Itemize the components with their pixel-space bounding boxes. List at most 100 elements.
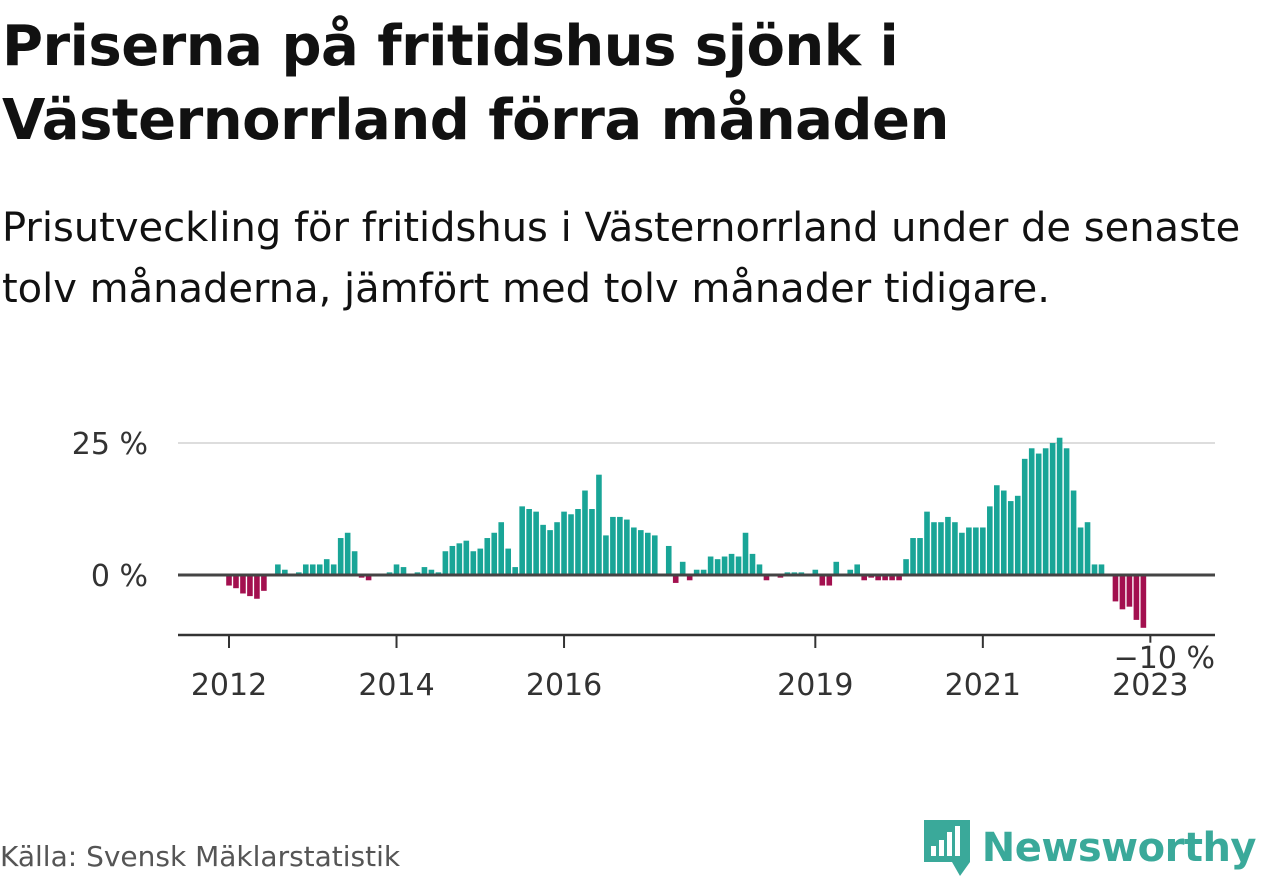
bar (568, 514, 574, 575)
bar (693, 569, 700, 575)
bar (1133, 575, 1140, 620)
bar (261, 575, 267, 591)
bar (519, 506, 525, 575)
bar (505, 548, 511, 575)
bar (575, 509, 581, 575)
bar (875, 575, 881, 581)
bar (861, 575, 867, 581)
bar (645, 532, 651, 575)
bar (987, 506, 993, 575)
bar (282, 569, 288, 575)
bar (638, 530, 644, 575)
bar (1084, 522, 1091, 575)
bar (512, 567, 518, 575)
bar (463, 540, 470, 575)
bar (980, 527, 986, 575)
bar (1098, 564, 1105, 575)
bar (456, 543, 463, 575)
bar (1077, 527, 1084, 575)
bar (917, 538, 923, 575)
bar (819, 575, 826, 586)
bar (707, 556, 714, 575)
bar (945, 516, 951, 575)
bar (651, 535, 658, 575)
last-value-label: −10 % (1114, 641, 1215, 676)
bar (665, 545, 672, 575)
bar (547, 530, 553, 575)
bar (938, 522, 944, 575)
bar (686, 575, 693, 581)
x-tick-label: 2019 (777, 668, 853, 703)
bar (889, 575, 895, 581)
bar (728, 553, 735, 575)
bar (1035, 453, 1042, 575)
bar (498, 522, 505, 575)
x-tick-label: 2023 (1112, 668, 1188, 703)
newsworthy-logo[interactable]: Newsworthy (922, 818, 1257, 878)
bar (624, 519, 630, 575)
bar (1140, 575, 1147, 628)
bar (393, 564, 400, 575)
bar (994, 485, 1000, 575)
logo-text: Newsworthy (981, 825, 1257, 871)
axis-layer (178, 573, 1215, 648)
bar (826, 575, 833, 586)
bar (749, 553, 756, 575)
x-tick-label: 2021 (945, 668, 1021, 703)
bar (896, 575, 902, 581)
x-tick-label: 2016 (526, 668, 602, 703)
bar (302, 564, 309, 575)
bar (1112, 575, 1119, 602)
bar (554, 522, 560, 575)
bar (1063, 448, 1070, 575)
bar (449, 545, 456, 575)
bar (596, 474, 602, 575)
bar (275, 564, 281, 575)
bar (309, 564, 316, 575)
y-tick-label: 0 % (91, 559, 148, 594)
bar (959, 532, 965, 575)
bar (812, 569, 819, 575)
chart-title: Priserna på fritidshus sjönk i Västernor… (2, 14, 949, 153)
bar (700, 569, 707, 575)
bar (903, 559, 909, 575)
bar (910, 538, 916, 575)
bar (330, 564, 337, 575)
bar (484, 538, 491, 575)
bar (344, 532, 351, 575)
bar (631, 527, 637, 575)
bar (735, 556, 742, 575)
bar (973, 527, 979, 575)
bar (1056, 437, 1063, 575)
bar (526, 509, 532, 575)
bar (1091, 564, 1098, 575)
bar (966, 527, 972, 575)
bar (721, 556, 728, 575)
chart-subtitle: Prisutveckling för fritidshus i Västerno… (2, 205, 1241, 312)
bar (316, 564, 323, 575)
x-tick-label: 2012 (191, 668, 267, 703)
source-note: Källa: Svensk Mäklarstatistik (0, 840, 401, 873)
bar (582, 490, 588, 575)
bar (240, 575, 246, 594)
bar (491, 532, 498, 575)
bar (589, 509, 595, 575)
bar (833, 561, 840, 575)
bar (561, 511, 567, 575)
bar (421, 567, 428, 575)
bar (756, 564, 763, 575)
logo-chart-icon (923, 820, 970, 876)
labels-layer: 25 % 0 % 2012 2014 2016 2019 2021 2023−10 % (72, 427, 1218, 703)
bar (1021, 458, 1028, 575)
bar (1000, 490, 1007, 575)
bar (337, 538, 344, 575)
bar (1028, 448, 1035, 575)
bar (477, 548, 484, 575)
bar (854, 564, 860, 575)
bar (763, 575, 770, 581)
bar (1042, 448, 1049, 575)
bar (540, 524, 546, 575)
bar (442, 551, 449, 575)
bar (351, 551, 358, 575)
bar (847, 569, 854, 575)
